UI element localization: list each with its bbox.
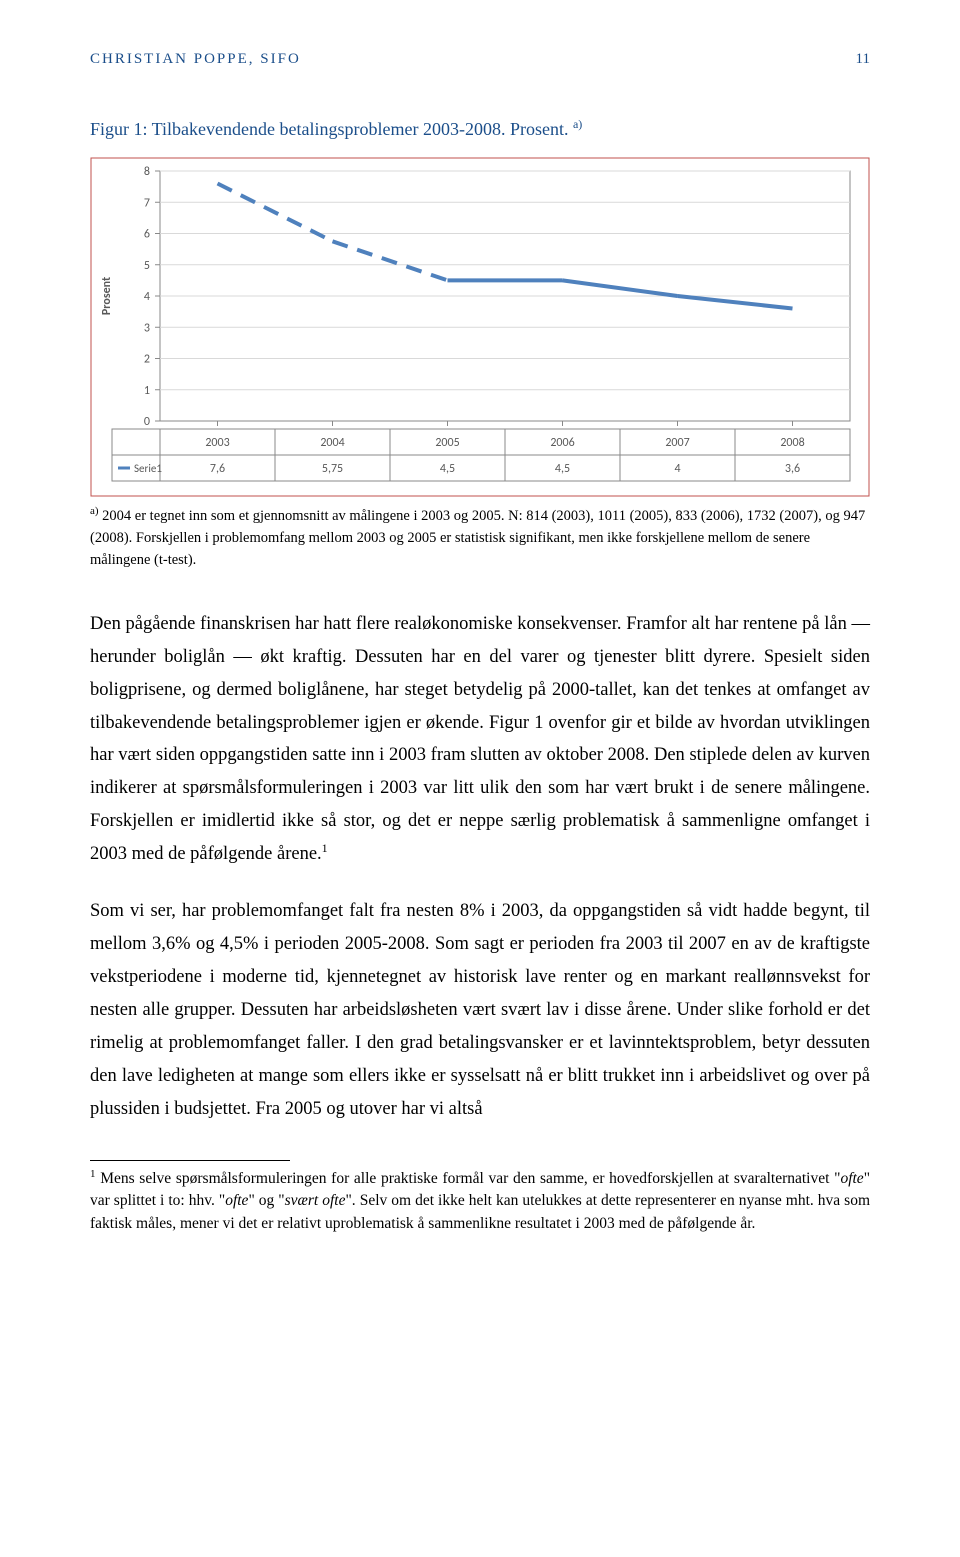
svg-text:Serie1: Serie1 xyxy=(134,462,162,475)
footnote-1-a: Mens selve spørsmålsformuleringen for al… xyxy=(100,1170,840,1187)
figure-footnote-sup: a) xyxy=(90,505,99,517)
footnote-1-sup: 1 xyxy=(90,1168,96,1180)
svg-text:4: 4 xyxy=(144,290,150,304)
svg-text:1: 1 xyxy=(144,383,150,397)
footnote-1: 1 Mens selve spørsmålsformuleringen for … xyxy=(90,1167,870,1236)
footnote-1-it1: ofte xyxy=(840,1170,863,1187)
chart-container: Prosent 0 1 2 3 4 5 6 7 8 2003 2004 2005 2006 2007 2008… xyxy=(90,157,870,497)
svg-text:7,6: 7,6 xyxy=(210,462,225,476)
svg-text:2008: 2008 xyxy=(780,436,804,450)
footnote-1-c: " og " xyxy=(248,1192,284,1209)
footnote-separator xyxy=(90,1160,290,1161)
svg-text:2003: 2003 xyxy=(205,436,229,450)
figure-caption-sup: a) xyxy=(573,117,582,131)
figure-caption-text: Figur 1: Tilbakevendende betalingsproble… xyxy=(90,119,568,139)
svg-text:6: 6 xyxy=(144,227,150,241)
line-chart: Prosent 0 1 2 3 4 5 6 7 8 2003 2004 2005 2006 2007 2008… xyxy=(90,157,870,497)
svg-text:7: 7 xyxy=(144,196,150,210)
page-number: 11 xyxy=(856,48,870,71)
svg-text:2004: 2004 xyxy=(320,436,344,450)
p2-text: Som vi ser, har problemomfanget falt fra… xyxy=(90,901,870,1119)
svg-text:4,5: 4,5 xyxy=(555,462,570,476)
svg-text:3: 3 xyxy=(144,321,150,335)
svg-text:2006: 2006 xyxy=(550,436,574,450)
svg-text:2005: 2005 xyxy=(435,436,459,450)
p1-footnote-ref: 1 xyxy=(322,841,328,855)
body-paragraph-1: Den pågående finanskrisen har hatt flere… xyxy=(90,608,870,872)
svg-text:3,6: 3,6 xyxy=(785,462,800,476)
svg-text:5,75: 5,75 xyxy=(322,462,343,476)
figure-footnote: a) 2004 er tegnet inn som et gjennomsnit… xyxy=(90,503,870,572)
svg-text:0: 0 xyxy=(144,415,150,429)
svg-text:Prosent: Prosent xyxy=(100,276,114,314)
page-header: CHRISTIAN POPPE, SIFO 11 xyxy=(90,48,870,71)
header-author: CHRISTIAN POPPE, SIFO xyxy=(90,48,301,71)
svg-text:8: 8 xyxy=(144,165,150,179)
svg-text:2007: 2007 xyxy=(665,436,689,450)
svg-text:4,5: 4,5 xyxy=(440,462,455,476)
svg-text:5: 5 xyxy=(144,258,150,272)
figure-caption: Figur 1: Tilbakevendende betalingsproble… xyxy=(90,115,870,143)
svg-text:4: 4 xyxy=(674,462,680,476)
body-paragraph-2: Som vi ser, har problemomfanget falt fra… xyxy=(90,895,870,1125)
footnote-1-it3: svært ofte xyxy=(285,1192,346,1209)
svg-text:2: 2 xyxy=(144,352,150,366)
footnote-1-it2: ofte xyxy=(225,1192,248,1209)
p1-text: Den pågående finanskrisen har hatt flere… xyxy=(90,614,870,865)
figure-footnote-text: 2004 er tegnet inn som et gjennomsnitt a… xyxy=(90,507,865,568)
